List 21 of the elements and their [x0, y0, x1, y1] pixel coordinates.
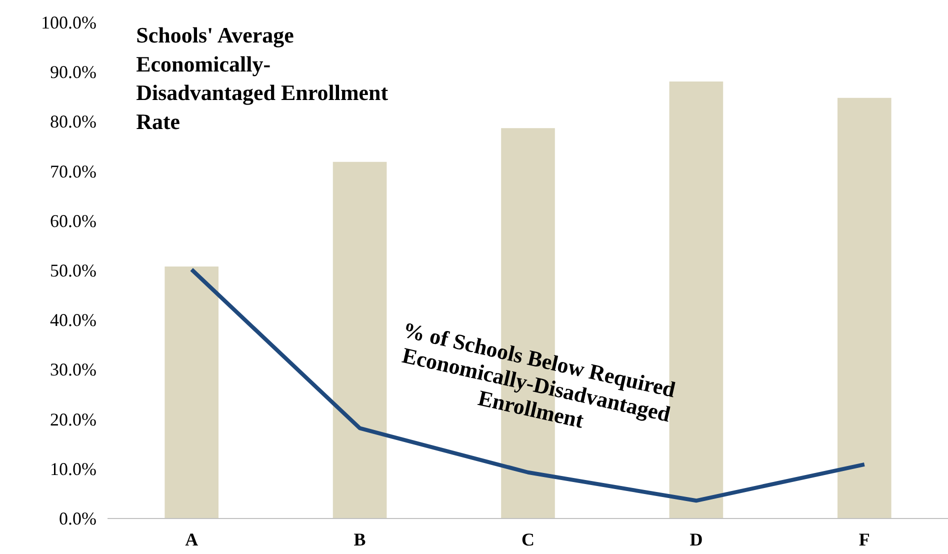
bar [837, 98, 892, 518]
y-tick-label: 0.0% [59, 508, 97, 528]
y-tick-label: 70.0% [50, 161, 97, 182]
y-tick-label: 90.0% [50, 62, 97, 82]
y-tick-label: 20.0% [50, 409, 97, 430]
x-tick-label: D [690, 530, 703, 550]
y-tick-label: 40.0% [50, 310, 97, 330]
series-label: Schools' Average Economically- Disadvantaged Enrollment Rate [136, 22, 389, 134]
x-tick-label: C [522, 530, 534, 550]
x-tick-label: F [858, 530, 870, 550]
y-tick-label: 60.0% [50, 210, 97, 231]
x-tick-label: A [185, 530, 198, 550]
y-tick-label: 50.0% [50, 260, 97, 280]
y-tick-label: 80.0% [50, 112, 97, 132]
line-series [190, 268, 866, 503]
y-tick-label: 30.0% [50, 360, 97, 380]
y-tick-label: 100.0% [41, 12, 97, 32]
bar [332, 162, 387, 518]
y-tick-label: 10.0% [50, 458, 97, 479]
bar [164, 266, 219, 518]
x-tick-label: B [354, 530, 366, 550]
